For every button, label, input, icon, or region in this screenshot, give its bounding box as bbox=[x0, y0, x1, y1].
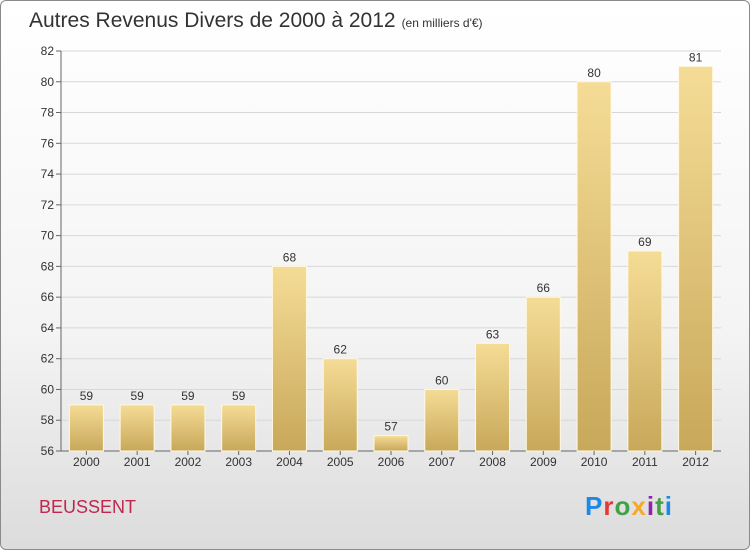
data-label: 57 bbox=[384, 420, 398, 434]
logo-letter: P bbox=[585, 491, 604, 521]
x-tick-label: 2007 bbox=[428, 455, 455, 469]
x-tick-label: 2004 bbox=[276, 455, 303, 469]
data-label: 62 bbox=[334, 343, 348, 357]
proxiti-logo: Proxiti bbox=[585, 491, 673, 522]
y-tick-label: 74 bbox=[41, 167, 55, 181]
bar bbox=[424, 388, 460, 452]
y-tick-label: 56 bbox=[41, 444, 55, 458]
bar bbox=[322, 358, 358, 452]
data-label: 60 bbox=[435, 373, 449, 387]
data-label: 59 bbox=[181, 389, 195, 403]
x-tick-label: 2011 bbox=[632, 455, 658, 469]
bar bbox=[525, 296, 561, 452]
y-tick-label: 64 bbox=[41, 321, 55, 335]
bar bbox=[678, 65, 714, 452]
logo-letter: r bbox=[603, 491, 615, 521]
bar bbox=[119, 404, 155, 452]
chart-subtitle: (en milliers d'€) bbox=[401, 16, 483, 30]
bar bbox=[627, 250, 663, 452]
x-tick-label: 2003 bbox=[225, 455, 252, 469]
x-tick-label: 2008 bbox=[479, 455, 506, 469]
logo-letter: x bbox=[631, 491, 647, 521]
bar bbox=[221, 404, 257, 452]
data-label: 59 bbox=[80, 389, 94, 403]
chart-title-text: Autres Revenus Divers de 2000 à 2012 bbox=[29, 9, 396, 32]
x-tick-label: 2001 bbox=[124, 455, 151, 469]
y-tick-label: 58 bbox=[41, 413, 55, 427]
y-tick-label: 62 bbox=[41, 352, 55, 366]
x-tick-label: 2000 bbox=[73, 455, 100, 469]
data-label: 80 bbox=[587, 66, 601, 80]
data-label: 66 bbox=[537, 281, 551, 295]
y-tick-label: 82 bbox=[41, 44, 55, 58]
y-tick-label: 60 bbox=[41, 382, 55, 396]
logo-letter: o bbox=[614, 491, 632, 521]
x-tick-label: 2002 bbox=[175, 455, 202, 469]
y-tick-label: 72 bbox=[41, 198, 55, 212]
y-tick-label: 68 bbox=[41, 259, 55, 273]
location-label: BEUSSENT bbox=[39, 497, 137, 517]
data-label: 63 bbox=[486, 327, 500, 341]
x-tick-label: 2005 bbox=[327, 455, 354, 469]
y-tick-label: 80 bbox=[41, 75, 55, 89]
data-label: 68 bbox=[283, 250, 297, 264]
bar bbox=[576, 81, 612, 452]
bar bbox=[373, 435, 409, 452]
x-tick-label: 2009 bbox=[530, 455, 557, 469]
x-tick-label: 2012 bbox=[682, 455, 709, 469]
data-label: 59 bbox=[232, 389, 246, 403]
data-label: 81 bbox=[689, 50, 703, 64]
data-label: 59 bbox=[130, 389, 144, 403]
logo-letter: i bbox=[646, 491, 656, 521]
bar bbox=[475, 342, 511, 452]
chart-title: Autres Revenus Divers de 2000 à 2012 (en … bbox=[29, 9, 483, 33]
data-label: 69 bbox=[638, 235, 652, 249]
logo-letter: i bbox=[664, 491, 673, 521]
y-tick-label: 76 bbox=[41, 136, 55, 150]
bar bbox=[170, 404, 206, 452]
x-tick-label: 2006 bbox=[378, 455, 405, 469]
logo-letter: t bbox=[655, 491, 665, 521]
y-tick-label: 66 bbox=[41, 290, 55, 304]
y-tick-label: 70 bbox=[41, 229, 55, 243]
y-tick-label: 78 bbox=[41, 106, 55, 120]
bar bbox=[68, 404, 104, 452]
bar bbox=[271, 265, 307, 452]
x-tick-label: 2010 bbox=[581, 455, 608, 469]
